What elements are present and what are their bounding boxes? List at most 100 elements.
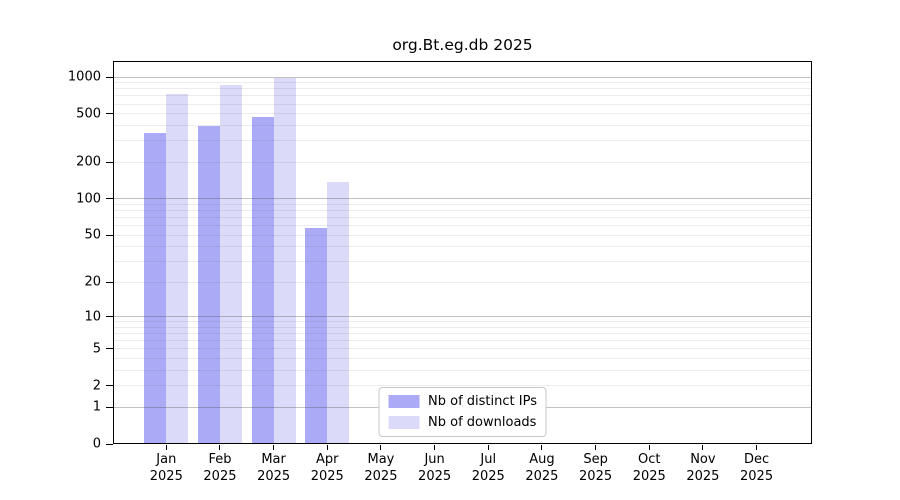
x-tick-mark [165, 445, 167, 450]
x-tick-mark [541, 445, 543, 450]
month-label: Mar [261, 452, 286, 467]
x-tick-mark [219, 445, 221, 450]
month-label: Dec [743, 452, 770, 467]
x-tick-label-dec: Dec 2025 [725, 451, 789, 485]
y-tick-mark [106, 76, 113, 78]
legend: Nb of distinct IPs Nb of downloads [378, 387, 547, 437]
y-tick-mark [106, 281, 113, 283]
y-tick-label: 500 [76, 106, 101, 122]
x-tick-label-feb: Feb 2025 [188, 451, 252, 485]
y-tick-label: 1 [92, 399, 101, 415]
x-tick-mark [273, 445, 275, 450]
month-label: Apr [316, 452, 339, 467]
y-tick-mark [106, 113, 113, 115]
minor-gridline [113, 161, 812, 163]
minor-gridline [113, 321, 812, 323]
y-tick-mark [106, 348, 113, 350]
bar-distinct-ips-jan [144, 133, 167, 444]
legend-entry-distinct-ips: Nb of distinct IPs [388, 394, 537, 409]
x-tick-label-aug: Aug 2025 [510, 451, 574, 485]
legend-label-distinct-ips: Nb of distinct IPs [428, 394, 537, 409]
y-tick-label: 0 [92, 436, 101, 452]
y-tick-label: 1000 [67, 69, 101, 85]
minor-gridline [113, 261, 812, 263]
y-tick-mark [106, 198, 113, 200]
y-tick-label: 50 [84, 227, 101, 243]
chart-title: org.Bt.eg.db 2025 [392, 36, 533, 54]
minor-gridline [113, 340, 812, 342]
minor-gridline [113, 225, 812, 227]
year-label: 2025 [149, 469, 183, 484]
month-label: Sep [583, 452, 608, 467]
minor-gridline [113, 333, 812, 335]
x-tick-mark [595, 445, 597, 450]
minor-gridline [113, 385, 812, 387]
bar-downloads-apr [327, 181, 350, 444]
minor-gridline [113, 125, 812, 127]
month-label: Jan [156, 452, 177, 467]
month-label: Oct [637, 452, 661, 467]
x-tick-label-jul: Jul 2025 [456, 451, 520, 485]
x-tick-mark [380, 445, 382, 450]
year-label: 2025 [525, 469, 559, 484]
month-label: Feb [208, 452, 232, 467]
bar-distinct-ips-apr [305, 228, 328, 444]
y-tick-label: 2 [92, 378, 101, 394]
year-label: 2025 [257, 469, 291, 484]
x-tick-mark [434, 445, 436, 450]
bar-distinct-ips-mar [251, 117, 274, 444]
x-tick-label-may: May 2025 [349, 451, 413, 485]
x-tick-label-jun: Jun 2025 [403, 451, 467, 485]
x-tick-label-nov: Nov 2025 [671, 451, 735, 485]
major-gridline [113, 198, 812, 200]
minor-gridline [113, 103, 812, 105]
major-gridline [113, 316, 812, 318]
month-label: Nov [690, 452, 716, 467]
y-tick-label: 20 [84, 274, 101, 290]
minor-gridline [113, 217, 812, 219]
year-label: 2025 [418, 469, 452, 484]
year-label: 2025 [579, 469, 613, 484]
bar-downloads-mar [273, 77, 296, 444]
year-label: 2025 [740, 469, 774, 484]
major-gridline [113, 76, 812, 78]
minor-gridline [113, 369, 812, 371]
y-tick-mark [106, 161, 113, 163]
year-label: 2025 [471, 469, 505, 484]
month-label: Aug [529, 452, 555, 467]
minor-gridline [113, 210, 812, 212]
y-tick-label: 5 [92, 341, 101, 357]
x-tick-label-sep: Sep 2025 [564, 451, 628, 485]
legend-entry-downloads: Nb of downloads [388, 415, 537, 430]
x-tick-label-mar: Mar 2025 [242, 451, 306, 485]
x-tick-label-jan: Jan 2025 [134, 451, 198, 485]
legend-label-downloads: Nb of downloads [428, 415, 537, 430]
minor-gridline [113, 358, 812, 360]
y-tick-mark [106, 316, 113, 318]
y-tick-mark [106, 443, 113, 445]
year-label: 2025 [632, 469, 666, 484]
x-tick-mark [756, 445, 758, 450]
minor-gridline [113, 203, 812, 205]
x-tick-label-apr: Apr 2025 [295, 451, 359, 485]
minor-gridline [113, 113, 812, 115]
bar-distinct-ips-feb [197, 126, 220, 444]
x-tick-mark [326, 445, 328, 450]
x-tick-mark [702, 445, 704, 450]
plot-area: Nb of distinct IPs Nb of downloads [113, 61, 812, 444]
year-label: 2025 [686, 469, 720, 484]
year-label: 2025 [203, 469, 237, 484]
minor-gridline [113, 140, 812, 142]
minor-gridline [113, 246, 812, 248]
year-label: 2025 [310, 469, 344, 484]
y-tick-label: 100 [76, 191, 101, 207]
bar-downloads-jan [166, 94, 189, 444]
minor-gridline [113, 348, 812, 350]
minor-gridline [113, 234, 812, 236]
month-label: Jul [480, 452, 497, 467]
distinct-ips-swatch [388, 395, 420, 408]
minor-gridline [113, 82, 812, 84]
x-tick-label-oct: Oct 2025 [617, 451, 681, 485]
downloads-swatch [388, 416, 420, 429]
